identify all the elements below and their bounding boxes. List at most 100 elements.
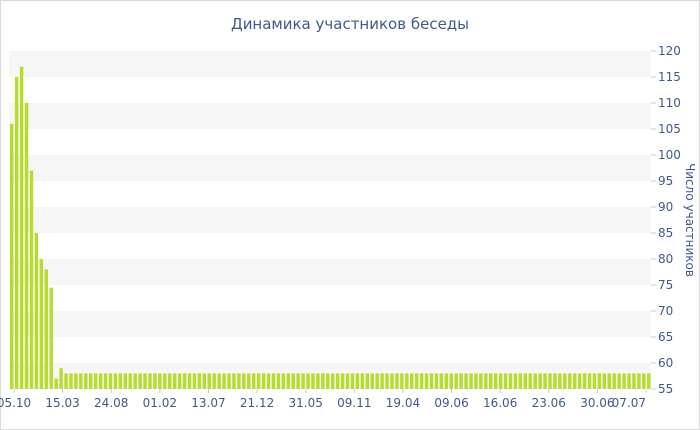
- bar: [39, 259, 44, 389]
- bar: [444, 373, 449, 389]
- bar: [563, 373, 567, 389]
- grid-band: [9, 311, 651, 337]
- bar: [523, 373, 528, 389]
- bar: [143, 373, 147, 389]
- bar: [311, 373, 315, 389]
- bar: [247, 373, 251, 389]
- y-tick-label: 95: [658, 174, 673, 188]
- grid-bands: [9, 51, 651, 389]
- bar: [617, 373, 621, 389]
- bar: [138, 373, 142, 389]
- bar: [168, 373, 172, 389]
- bar: [533, 373, 537, 389]
- bar: [331, 373, 335, 389]
- y-tick-label: 85: [658, 226, 673, 240]
- y-tick-label: 80: [658, 252, 673, 266]
- bar: [429, 373, 434, 389]
- bar: [271, 373, 276, 389]
- bar: [513, 373, 518, 389]
- x-tick-label: 01.02: [143, 396, 177, 410]
- bar: [89, 373, 93, 389]
- bar: [222, 373, 226, 389]
- bar: [291, 373, 295, 389]
- bar: [568, 373, 572, 389]
- bar: [647, 373, 651, 389]
- bar: [592, 373, 597, 389]
- bar: [202, 373, 207, 389]
- bar: [79, 373, 83, 389]
- bar: [548, 373, 552, 389]
- bar: [232, 373, 236, 389]
- bar: [113, 373, 118, 389]
- bar: [34, 233, 39, 389]
- y-axis-label: Число участников: [683, 163, 697, 277]
- bar: [375, 373, 379, 389]
- bar: [439, 373, 444, 389]
- y-tick-label: 65: [658, 330, 673, 344]
- x-tick-label: 13.07: [191, 396, 225, 410]
- y-tick-label: 55: [658, 382, 673, 396]
- bar: [237, 373, 241, 389]
- grid-band: [9, 259, 651, 285]
- bar: [493, 373, 498, 389]
- bar: [84, 373, 88, 389]
- bar: [158, 373, 162, 389]
- bar: [508, 373, 513, 389]
- bar: [321, 373, 325, 389]
- bar: [212, 373, 216, 389]
- bar: [602, 373, 607, 389]
- bar: [128, 373, 132, 389]
- bar: [459, 373, 463, 389]
- bar: [479, 373, 483, 389]
- bar: [622, 373, 626, 389]
- bar: [10, 123, 14, 390]
- bar: [172, 373, 177, 389]
- y-axis-ticks: 55 60 65 70 75 80 85 90 95 100 105 110 115 120: [651, 44, 681, 396]
- bar: [19, 66, 24, 389]
- bar: [370, 373, 374, 389]
- grid-band: [9, 51, 651, 77]
- x-tick-label: 16.06: [483, 396, 517, 410]
- bar: [464, 373, 468, 389]
- bar: [380, 373, 384, 389]
- bar: [597, 373, 602, 389]
- bar: [538, 373, 542, 389]
- bar: [98, 373, 103, 389]
- bar: [316, 373, 320, 389]
- bar: [503, 373, 508, 389]
- bar: [49, 287, 53, 389]
- bar: [14, 77, 19, 389]
- bar: [197, 373, 202, 389]
- bar: [350, 373, 355, 389]
- y-tick-label: 90: [658, 200, 673, 214]
- bar: [572, 373, 577, 389]
- bar: [582, 373, 587, 389]
- chart-title: Динамика участников беседы: [231, 15, 469, 33]
- bar: [242, 373, 246, 389]
- bar: [153, 373, 157, 389]
- bar: [118, 373, 123, 389]
- bar: [627, 373, 631, 389]
- x-tick-label: 09.06: [434, 396, 468, 410]
- bar: [74, 373, 78, 389]
- x-tick-label: 31.05: [289, 396, 323, 410]
- bar: [281, 373, 286, 389]
- bar: [360, 373, 365, 389]
- bar: [103, 373, 108, 389]
- x-axis-ticks: 05.10 15.03 24.08 01.02 13.07 21.12 31.05 09.11…: [0, 389, 647, 410]
- bar: [24, 103, 29, 389]
- bar: [607, 373, 611, 389]
- bar: [133, 373, 137, 389]
- bar: [390, 373, 394, 389]
- bar: [577, 373, 582, 389]
- bar: [326, 373, 330, 389]
- x-tick-label: 30.06: [580, 396, 614, 410]
- y-tick-label: 60: [658, 356, 673, 370]
- y-tick-label: 110: [658, 96, 681, 110]
- bar: [612, 373, 616, 389]
- bar: [642, 373, 646, 389]
- grid-band: [9, 207, 651, 233]
- bar: [54, 378, 58, 389]
- bar: [251, 373, 256, 389]
- bar: [59, 368, 63, 389]
